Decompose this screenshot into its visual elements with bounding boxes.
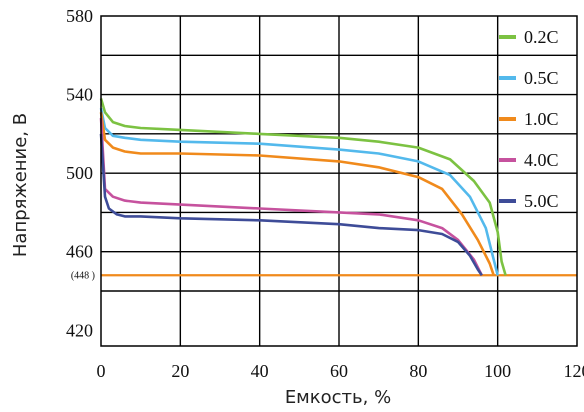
reference-line-label: (448 ) (71, 270, 95, 281)
series-line-4.0C (99, 118, 483, 276)
legend-label-5.0C: 5.0C (524, 191, 559, 211)
series-line-0.2C (99, 98, 507, 276)
legend-label-0.5C: 0.5C (524, 68, 559, 88)
y-tick-label: 540 (66, 85, 93, 105)
plot-frame (100, 15, 578, 347)
x-tick-label: 40 (251, 361, 269, 381)
x-axis-title: Емкость, % (285, 387, 391, 408)
y-tick-label: 500 (66, 163, 93, 183)
x-tick-label: 80 (409, 361, 427, 381)
y-tick-label: 460 (66, 242, 93, 262)
y-tick-label: 580 (66, 6, 93, 26)
series-line-0.5C (99, 108, 499, 276)
x-tick-label: 60 (330, 361, 348, 381)
legend: 0.2C 0.5C 1.0C 4.0C 5.0C (499, 27, 559, 211)
series-layer (99, 98, 507, 277)
legend-label-1.0C: 1.0C (524, 109, 559, 129)
y-tick-label: 420 (66, 320, 93, 340)
legend-label-4.0C: 4.0C (524, 150, 559, 170)
x-tick-label: 20 (171, 361, 189, 381)
y-axis-title: Напряжение, В (10, 113, 31, 257)
series-line-5.0C (99, 133, 483, 277)
tick-labels-layer: 0 20 40 60 80 100 120 580 540 500 460 420 (448 ) (66, 6, 584, 381)
x-tick-label: 0 (97, 361, 106, 381)
grid-layer (101, 16, 577, 346)
series-line-1.0C (99, 112, 495, 276)
x-tick-label: 100 (484, 361, 511, 381)
x-tick-label: 120 (564, 361, 584, 381)
legend-label-0.2C: 0.2C (524, 27, 559, 47)
